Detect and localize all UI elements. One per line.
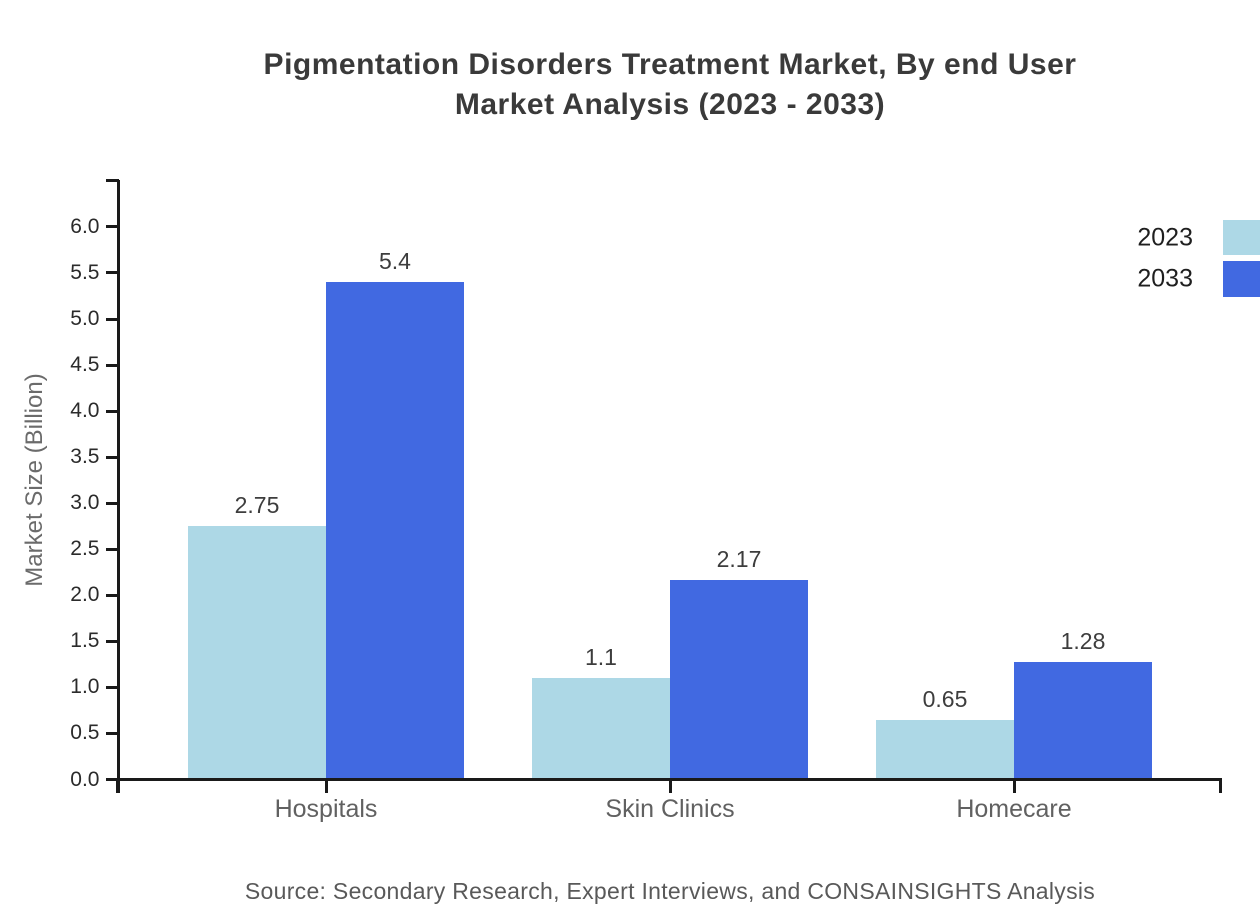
x-axis-line [117, 778, 1222, 781]
value-label: 2.75 [234, 492, 280, 519]
y-tick-mark [105, 409, 119, 413]
y-tick-label: 1.0 [70, 675, 100, 699]
chart-title-line2: Market Analysis (2023 - 2033) [454, 88, 886, 121]
category-label: Hospitals [274, 795, 378, 823]
value-label: 0.65 [922, 685, 968, 712]
bar-2023-skin-clinics [532, 678, 670, 780]
bar-2023-homecare [876, 719, 1014, 780]
x-axis-end-tick [1218, 781, 1222, 793]
value-label: 5.4 [379, 248, 411, 275]
x-tick-mark [1012, 781, 1016, 793]
y-tick-mark [105, 547, 119, 551]
y-tick-mark [105, 455, 119, 459]
x-tick-mark [324, 781, 328, 793]
value-label: 1.1 [585, 644, 617, 671]
legend-label-2023: 2023 [1137, 223, 1193, 251]
y-tick-label: 4.0 [70, 399, 100, 423]
chart-title: Pigmentation Disorders Treatment Market,… [264, 45, 1077, 125]
y-tick-mark [105, 501, 119, 505]
y-tick-mark [105, 731, 119, 735]
category-label: Skin Clinics [605, 795, 735, 823]
y-tick-mark [105, 317, 119, 321]
legend-label-2033: 2033 [1137, 264, 1193, 292]
y-tick-mark [105, 271, 119, 275]
bar-2033-hospitals [326, 282, 464, 780]
y-axis-end-tick [105, 179, 119, 183]
legend-swatch-2023 [1223, 220, 1260, 255]
chart-title-line1: Pigmentation Disorders Treatment Market,… [263, 48, 1077, 81]
y-tick-mark [105, 778, 119, 781]
y-tick-label: 0.5 [70, 721, 100, 745]
y-tick-label: 3.5 [70, 445, 100, 469]
bar-2033-homecare [1014, 661, 1152, 780]
y-tick-label: 1.5 [70, 629, 100, 653]
y-tick-label: 5.0 [70, 307, 100, 330]
source-note: Source: Secondary Research, Expert Inter… [244, 878, 1096, 904]
y-tick-mark [105, 639, 119, 643]
bar-2023-hospitals [188, 526, 326, 780]
category-label: Homecare [956, 795, 1072, 823]
bar-2033-skin-clinics [670, 579, 808, 780]
y-tick-mark [105, 225, 119, 229]
x-tick-mark [668, 781, 672, 793]
legend-swatch-2033 [1223, 261, 1260, 297]
y-tick-label: 2.0 [70, 583, 100, 607]
y-tick-label: 2.5 [70, 537, 100, 561]
value-label: 2.17 [716, 545, 762, 572]
y-tick-label: 0.0 [70, 767, 100, 791]
y-tick-label: 3.0 [70, 491, 100, 515]
value-label: 1.28 [1060, 627, 1106, 654]
y-tick-label: 6.0 [70, 214, 100, 238]
y-tick-mark [105, 363, 119, 367]
y-tick-label: 5.5 [70, 260, 100, 284]
y-tick-label: 4.5 [70, 353, 100, 377]
y-tick-mark [105, 593, 119, 597]
y-tick-mark [105, 685, 119, 689]
y-axis-line [117, 180, 120, 793]
